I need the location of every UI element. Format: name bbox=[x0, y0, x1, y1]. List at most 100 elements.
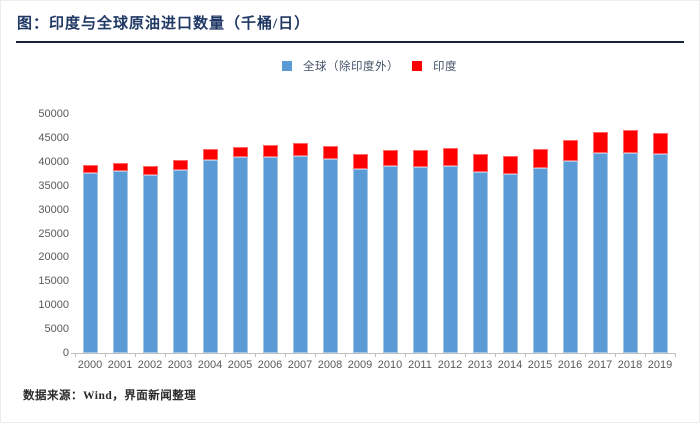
bar-2002-global bbox=[142, 175, 158, 353]
bar-2015-india bbox=[532, 148, 548, 168]
y-label-0: 0 bbox=[62, 347, 69, 359]
y-label-20000: 20000 bbox=[38, 251, 69, 264]
x-axis-line bbox=[71, 353, 675, 354]
y-label-40000: 40000 bbox=[38, 155, 69, 168]
axis-tick bbox=[405, 353, 406, 357]
axis-tick bbox=[435, 353, 436, 357]
bar-2013-global bbox=[472, 172, 488, 353]
bar-2000-global bbox=[82, 172, 98, 353]
bar-2009-india bbox=[352, 153, 368, 169]
bar-2004-global bbox=[202, 160, 218, 353]
x-label-2010: 2010 bbox=[377, 359, 403, 371]
x-label-2012: 2012 bbox=[437, 359, 463, 371]
bar-2016-india bbox=[562, 140, 578, 161]
bar-2019-india bbox=[652, 132, 668, 155]
legend-swatch-global-icon bbox=[282, 61, 292, 71]
bar-2018-india bbox=[622, 130, 638, 153]
axis-tick bbox=[465, 353, 466, 357]
axis-tick bbox=[285, 353, 286, 357]
bar-2000-india bbox=[82, 164, 98, 173]
x-label-2019: 2019 bbox=[647, 359, 673, 371]
bar-2013-india bbox=[472, 154, 488, 173]
bar-2012-global bbox=[442, 166, 458, 353]
axis-tick bbox=[375, 353, 376, 357]
axis-tick bbox=[585, 353, 586, 357]
x-label-2014: 2014 bbox=[497, 359, 523, 371]
x-label-2004: 2004 bbox=[197, 359, 223, 371]
bar-2003-india bbox=[172, 160, 188, 171]
bar-2018-global bbox=[622, 152, 638, 353]
y-label-35000: 35000 bbox=[38, 179, 69, 192]
axis-tick bbox=[615, 353, 616, 357]
x-label-2002: 2002 bbox=[137, 359, 163, 371]
chart-title: 图：印度与全球原油进口数量（千桶/日） bbox=[17, 16, 311, 32]
legend: 全球（除印度外） 印度 bbox=[282, 58, 470, 74]
bar-2017-global bbox=[592, 152, 608, 353]
legend-label-global: 全球（除印度外） bbox=[303, 61, 399, 73]
bar-2006-india bbox=[262, 145, 278, 157]
bar-2007-global bbox=[292, 156, 308, 353]
y-label-45000: 45000 bbox=[38, 131, 69, 144]
bar-2001-india bbox=[112, 162, 128, 172]
x-label-2018: 2018 bbox=[617, 359, 643, 371]
y-label-30000: 30000 bbox=[38, 203, 69, 216]
bar-2008-global bbox=[322, 159, 338, 353]
axis-tick bbox=[645, 353, 646, 357]
bar-2005-global bbox=[232, 157, 248, 353]
axis-tick bbox=[225, 353, 226, 357]
axis-tick bbox=[345, 353, 346, 357]
bar-2014-global bbox=[502, 174, 518, 353]
x-label-2007: 2007 bbox=[287, 359, 313, 371]
x-label-2008: 2008 bbox=[317, 359, 343, 371]
bar-2006-global bbox=[262, 157, 278, 353]
x-label-2003: 2003 bbox=[167, 359, 193, 371]
axis-tick bbox=[675, 353, 676, 357]
legend-swatch-india-icon bbox=[412, 61, 422, 71]
x-label-2013: 2013 bbox=[467, 359, 493, 371]
bar-2010-global bbox=[382, 165, 398, 353]
y-label-10000: 10000 bbox=[38, 299, 69, 312]
y-label-50000: 50000 bbox=[38, 108, 69, 120]
bar-2005-india bbox=[232, 146, 248, 158]
bar-2003-global bbox=[172, 170, 188, 353]
y-label-5000: 5000 bbox=[44, 323, 69, 336]
bar-2012-india bbox=[442, 148, 458, 167]
axis-tick bbox=[255, 353, 256, 357]
x-label-2001: 2001 bbox=[107, 359, 133, 371]
axis-tick bbox=[525, 353, 526, 357]
bar-2016-global bbox=[562, 160, 578, 353]
x-label-2006: 2006 bbox=[257, 359, 283, 371]
bar-2010-india bbox=[382, 149, 398, 166]
x-label-2005: 2005 bbox=[227, 359, 253, 371]
x-label-2015: 2015 bbox=[527, 359, 553, 371]
data-source: 数据来源：Wind，界面新闻整理 bbox=[23, 390, 197, 402]
x-label-2011: 2011 bbox=[408, 359, 432, 371]
x-label-2016: 2016 bbox=[557, 359, 583, 371]
axis-tick bbox=[495, 353, 496, 357]
bar-2019-global bbox=[652, 154, 668, 353]
axis-tick bbox=[135, 353, 136, 357]
bar-2014-india bbox=[502, 156, 518, 175]
x-label-2017: 2017 bbox=[587, 359, 613, 371]
title-divider bbox=[16, 41, 684, 43]
axis-tick bbox=[105, 353, 106, 357]
axis-tick bbox=[315, 353, 316, 357]
axis-tick bbox=[75, 353, 76, 357]
bar-2001-global bbox=[112, 171, 128, 353]
bar-2002-india bbox=[142, 166, 158, 176]
legend-label-india: 印度 bbox=[433, 61, 457, 73]
bar-2009-global bbox=[352, 168, 368, 353]
y-label-15000: 15000 bbox=[38, 275, 69, 288]
bar-2017-india bbox=[592, 131, 608, 153]
bar-2011-india bbox=[412, 150, 428, 167]
bar-2007-india bbox=[292, 143, 308, 157]
y-label-25000: 25000 bbox=[38, 227, 69, 240]
axis-tick bbox=[555, 353, 556, 357]
bar-2008-india bbox=[322, 145, 338, 160]
axis-tick bbox=[165, 353, 166, 357]
axis-tick bbox=[195, 353, 196, 357]
x-label-2000: 2000 bbox=[77, 359, 103, 371]
x-label-2009: 2009 bbox=[347, 359, 373, 371]
bar-2004-india bbox=[202, 148, 218, 161]
